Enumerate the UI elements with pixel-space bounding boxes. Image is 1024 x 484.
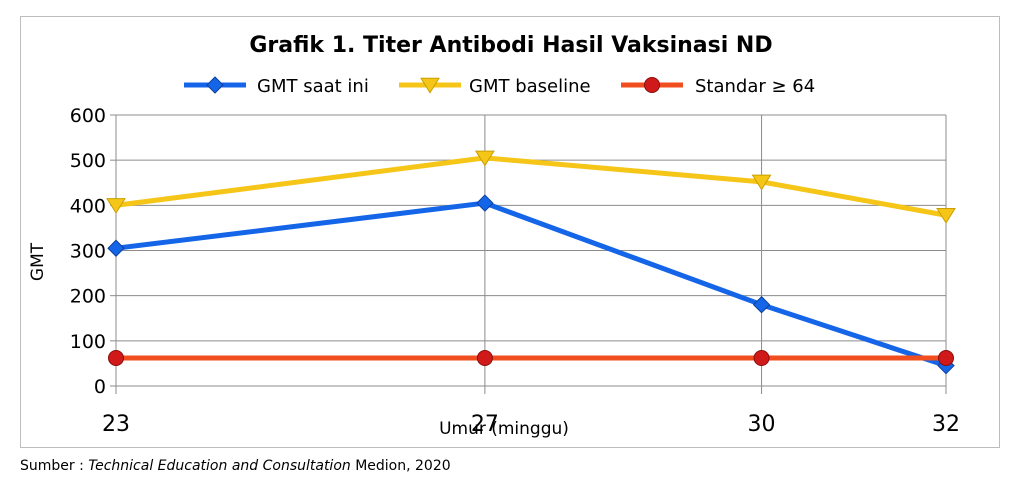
data-point	[753, 349, 770, 366]
y-tick-label: 400	[70, 195, 106, 217]
y-axis-label: GMT	[28, 242, 48, 281]
y-tick-label: 0	[94, 376, 106, 398]
data-point	[938, 349, 954, 366]
chart-title: Grafik 1. Titer Antibodi Hasil Vaksinasi…	[249, 33, 772, 58]
x-axis-ticks: 23 27 30 32	[102, 386, 960, 437]
data-point	[107, 239, 125, 257]
legend-label: GMT baseline	[469, 76, 591, 97]
gridlines	[115, 114, 947, 387]
legend-marker	[644, 77, 660, 93]
x-tick-label: 30	[748, 412, 776, 437]
chart-frame: Grafik 1. Titer Antibodi Hasil Vaksinasi…	[20, 16, 1000, 448]
x-tick-label: 32	[932, 412, 960, 437]
legend-marker	[420, 77, 440, 94]
y-axis-ticks: 0 100 200 300 400 500 600	[70, 105, 116, 398]
data-point	[106, 198, 126, 214]
data-point	[108, 349, 124, 366]
legend-item: GMT saat ini	[184, 76, 369, 97]
series-standar-64	[108, 349, 954, 366]
source-italic: Technical Education and Consultation	[88, 458, 351, 474]
source-note: Sumber : Technical Education and Consult…	[20, 458, 451, 474]
series-gmt-saat-ini	[107, 194, 955, 375]
x-tick-label: 23	[102, 412, 130, 437]
y-tick-label: 600	[70, 105, 106, 127]
series-line	[113, 200, 949, 369]
data-point	[752, 295, 771, 314]
x-tick-label: 27	[471, 412, 499, 437]
series-line	[113, 155, 949, 218]
legend-label: GMT saat ini	[257, 76, 369, 97]
legend-label: Standar ≥ 64	[695, 76, 815, 97]
series-layer	[106, 150, 956, 375]
legend: GMT saat ini GMT baseline Standar ≥ 64	[184, 76, 815, 97]
data-point	[476, 349, 493, 366]
legend-marker	[206, 76, 224, 94]
data-point	[936, 208, 956, 224]
series-gmt-baseline	[106, 150, 956, 224]
y-tick-label: 200	[70, 286, 106, 308]
legend-item: Standar ≥ 64	[621, 76, 815, 97]
data-point	[474, 150, 495, 167]
legend-item: GMT baseline	[399, 76, 591, 97]
y-tick-label: 300	[70, 241, 106, 263]
data-point	[751, 174, 772, 191]
source-suffix: Medion, 2020	[350, 458, 451, 474]
y-tick-label: 100	[70, 331, 106, 353]
data-point	[476, 194, 494, 212]
y-tick-label: 500	[70, 150, 106, 172]
x-axis-label: Umur (minggu)	[439, 419, 569, 439]
source-prefix: Sumber :	[20, 458, 89, 474]
line-chart: Grafik 1. Titer Antibodi Hasil Vaksinasi…	[28, 33, 960, 439]
